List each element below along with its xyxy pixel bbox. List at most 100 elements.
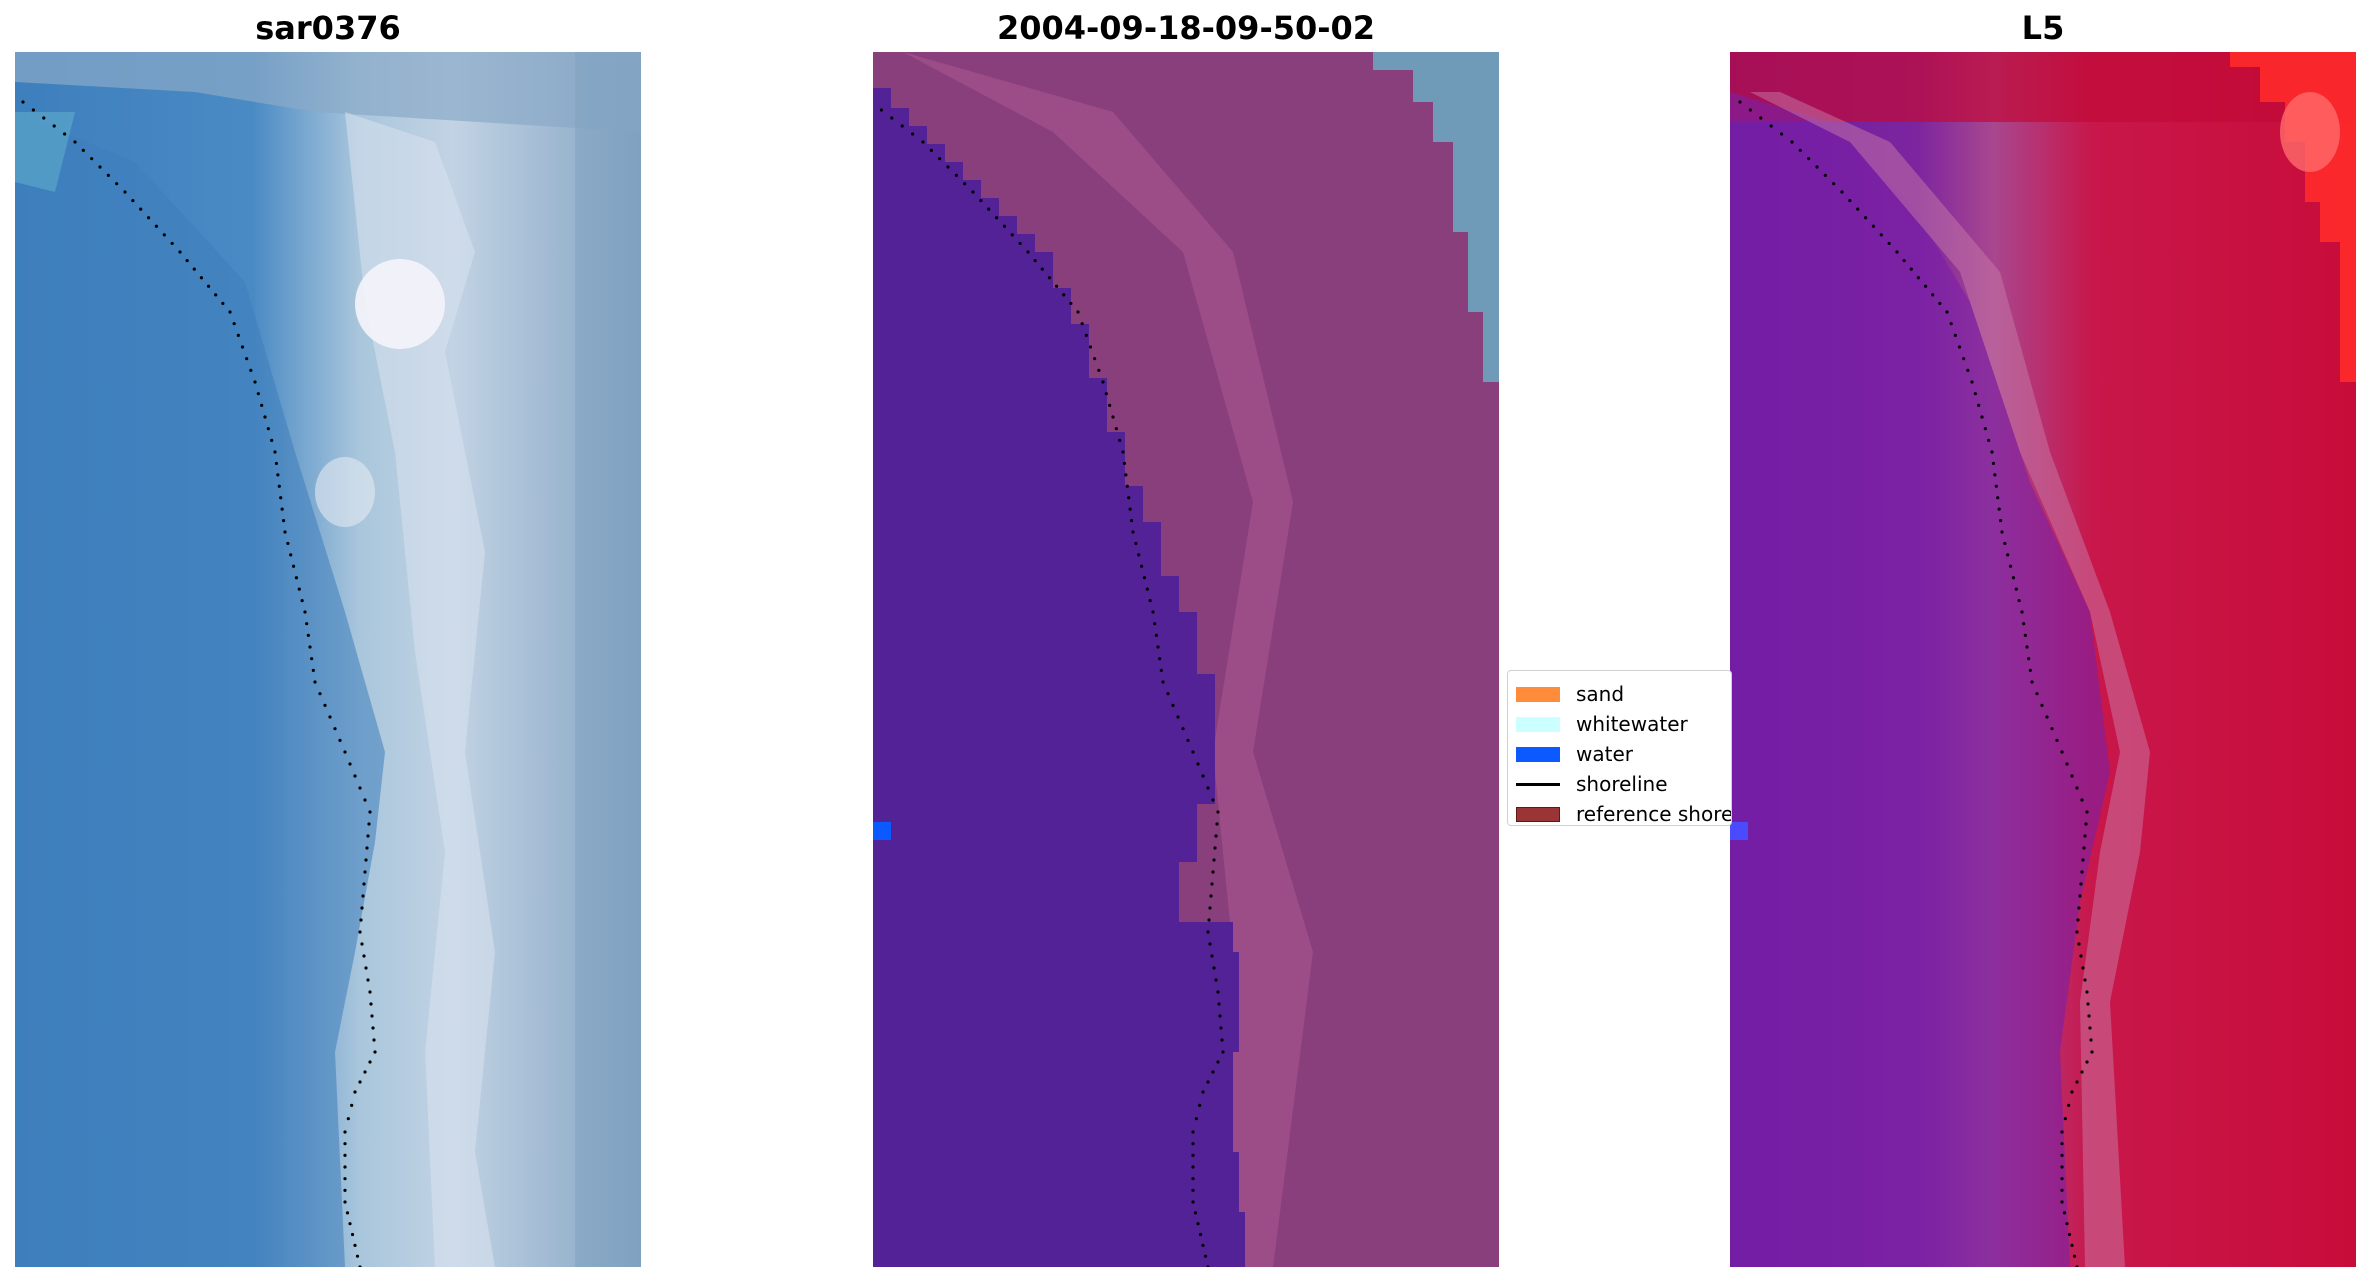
shoreline-dot — [350, 1232, 355, 1237]
shoreline-dot — [362, 882, 366, 886]
shoreline-dot — [366, 834, 370, 838]
shoreline-dot — [353, 1090, 357, 1094]
shoreline-dot — [2084, 822, 2088, 826]
shoreline-dot — [2060, 1130, 2064, 1134]
shoreline-dot — [1153, 622, 1157, 626]
shoreline-dot — [1909, 267, 1913, 271]
cloud-class-area — [1373, 52, 1499, 382]
shoreline-dot — [1916, 276, 1921, 280]
shoreline-dot — [1953, 333, 1957, 337]
shoreline-dot — [1191, 1200, 1195, 1204]
shoreline-dot — [2045, 715, 2049, 719]
shoreline-dot — [2060, 1200, 2064, 1204]
shoreline-dot — [1093, 357, 1097, 361]
shoreline-dot — [1815, 165, 1819, 169]
water-pixel — [1730, 822, 1748, 840]
shoreline-dot — [21, 100, 25, 104]
shoreline-dot — [228, 310, 232, 314]
shoreline-dot — [1084, 333, 1088, 337]
shoreline-dot — [270, 438, 274, 442]
shoreline-dot — [256, 392, 260, 396]
shoreline-dot — [1991, 461, 1996, 466]
shoreline-dot — [938, 157, 942, 161]
shoreline-dot — [946, 165, 950, 169]
shoreline-dot — [2017, 598, 2021, 603]
shoreline-dot — [2075, 1080, 2079, 1084]
shoreline-dot — [1142, 576, 1147, 580]
shoreline-dot — [1181, 727, 1185, 731]
shoreline-dot — [1206, 786, 1210, 790]
shoreline-dot — [1863, 216, 1868, 220]
legend-label: whitewater — [1576, 712, 1688, 736]
shoreline-dot — [300, 598, 304, 603]
sand-swatch — [1516, 686, 1560, 702]
shoreline-dot — [185, 258, 189, 263]
shoreline-dot — [2075, 1265, 2079, 1267]
shoreline-dot — [353, 774, 357, 778]
shoreline-dot — [1980, 415, 1984, 419]
classified-image — [873, 52, 1499, 1267]
shoreline-dot — [929, 148, 933, 152]
shoreline-dot — [368, 810, 372, 814]
shoreline-dot — [306, 633, 310, 637]
whitewater-swatch — [1516, 716, 1560, 732]
shoreline-dot — [2023, 633, 2027, 637]
shoreline-dot — [2081, 858, 2085, 862]
shoreline-dot — [364, 966, 368, 970]
shoreline-dot — [2085, 1060, 2089, 1064]
shoreline-dot — [1823, 173, 1827, 177]
shoreline-dot — [343, 1153, 347, 1157]
shoreline-dot — [1127, 496, 1131, 500]
shoreline-dot — [353, 1243, 357, 1247]
shoreline-dot — [1207, 918, 1211, 922]
shoreline-dot — [1219, 1026, 1223, 1030]
shoreline-dot — [1129, 518, 1134, 523]
shoreline-dot — [343, 750, 347, 754]
shoreline-dot — [2081, 966, 2085, 970]
shoreline-dot — [81, 148, 85, 152]
shoreline-dot — [954, 173, 958, 177]
shoreline-dot — [1196, 1222, 1200, 1226]
shoreline-dot — [2080, 798, 2084, 802]
shoreline-dot — [364, 858, 368, 862]
shoreline-dot — [355, 1254, 360, 1258]
shoreline-dot — [2003, 541, 2007, 546]
shoreline-dot — [911, 132, 915, 136]
shoreline-dot — [162, 233, 166, 237]
shoreline-dot — [192, 267, 196, 271]
shoreline-dot — [1069, 301, 1073, 306]
shoreline-dot — [1973, 392, 1977, 396]
shoreline-dot — [178, 250, 182, 254]
shoreline-dot — [1977, 403, 1981, 407]
shoreline-dot — [199, 276, 204, 280]
shoreline-dot — [2075, 930, 2079, 934]
shoreline-dot — [1159, 668, 1163, 672]
shoreline-dot — [253, 380, 257, 384]
shoreline-dot — [245, 357, 249, 361]
water-pixel — [873, 822, 891, 840]
shoreline-dot — [1194, 1117, 1198, 1121]
shoreline-dot — [1871, 224, 1876, 228]
shoreline-dot — [1201, 774, 1205, 778]
shoreline-dot — [311, 668, 315, 672]
shoreline-dot — [1213, 846, 1217, 850]
shoreline-dot — [206, 284, 211, 288]
shoreline-dot — [343, 1165, 347, 1169]
shoreline-dot — [263, 415, 267, 419]
shoreline-dot — [2060, 1188, 2064, 1192]
shoreline-dot — [1198, 1232, 1203, 1237]
legend-item-sand: sand — [1516, 679, 1731, 709]
shoreline-dot — [1748, 108, 1752, 112]
panel-title-index: L5 — [2021, 9, 2065, 47]
shoreline-dot — [1101, 380, 1105, 384]
shoreline-dot — [131, 198, 135, 203]
shoreline-dot — [1780, 132, 1784, 136]
shoreline-dot — [2077, 942, 2081, 946]
legend-item-whitewater: whitewater — [1516, 709, 1731, 739]
shoreline-dot — [1191, 750, 1195, 754]
shoreline-dot — [2083, 978, 2087, 982]
shoreline-dot — [1139, 564, 1144, 568]
shoreline-dot — [1212, 858, 1216, 862]
shoreline-dot — [361, 894, 365, 898]
shoreline-dot — [1196, 762, 1200, 766]
